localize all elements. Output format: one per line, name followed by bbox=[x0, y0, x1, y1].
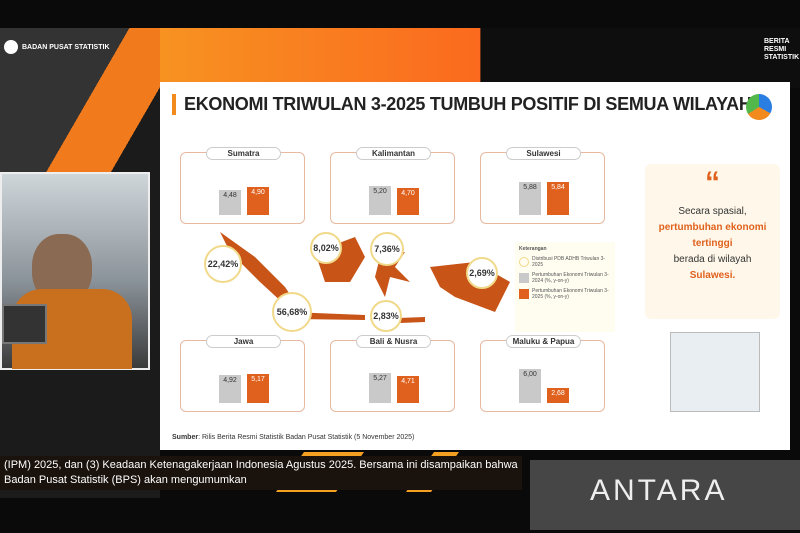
region-chart: Jawa 4,92 5,17 bbox=[180, 335, 305, 412]
region-label: Sulawesi bbox=[506, 147, 581, 160]
bar-2024: 4,48 bbox=[219, 189, 241, 215]
bar-2025: 5,17 bbox=[247, 373, 269, 403]
bar-2025: 4,90 bbox=[247, 187, 269, 215]
bar-2024: 5,88 bbox=[519, 181, 541, 215]
quote-card: “ Secara spasial, pertumbuhan ekonomi ter… bbox=[645, 164, 780, 319]
region-chart: Sumatra 4,48 4,90 bbox=[180, 147, 305, 224]
slide: EKONOMI TRIWULAN 3-2025 TUMBUH POSITIF D… bbox=[160, 82, 790, 450]
distribution-circle: 8,02% bbox=[310, 232, 342, 264]
legend: Keterangan Distribusi PDB ADHB Triwulan … bbox=[515, 242, 615, 332]
region-label: Kalimantan bbox=[356, 147, 431, 160]
region-chart: Sulawesi 5,88 5,84 bbox=[480, 147, 605, 224]
distribution-circle: 22,42% bbox=[204, 245, 242, 283]
bar-2025: 4,71 bbox=[397, 376, 419, 403]
speaker-video bbox=[0, 172, 150, 370]
news-ticker: (IPM) 2025, dan (3) Keadaan Ketenagakerj… bbox=[0, 456, 522, 490]
bar-2024: 4,92 bbox=[219, 375, 241, 403]
bps-logo-icon bbox=[746, 94, 772, 120]
legend-item: Pertumbuhan Ekonomi Triwulan 3-2024 (%, … bbox=[519, 272, 611, 284]
bar-2024: 5,20 bbox=[369, 185, 391, 215]
slide-title: EKONOMI TRIWULAN 3-2025 TUMBUH POSITIF D… bbox=[172, 94, 752, 115]
legend-item: Distribusi PDB ADHB Triwulan 3-2025 bbox=[519, 256, 611, 268]
region-label: Maluku & Papua bbox=[506, 335, 581, 348]
bar-2025: 4,70 bbox=[397, 188, 419, 215]
bar-2025: 2,68 bbox=[547, 387, 569, 403]
source-note: Sumber: Rilis Berita Resmi Statistik Bad… bbox=[172, 434, 415, 441]
distribution-circle: 2,83% bbox=[370, 300, 402, 332]
bar-2024: 5,27 bbox=[369, 373, 391, 403]
quote-icon: “ bbox=[705, 166, 720, 199]
region-label: Sumatra bbox=[206, 147, 281, 160]
region-chart: Maluku & Papua 6,00 2,68 bbox=[480, 335, 605, 412]
distribution-circle: 56,68% bbox=[272, 292, 312, 332]
region-label: Jawa bbox=[206, 335, 281, 348]
bps-logo: BADAN PUSAT STATISTIK bbox=[4, 40, 110, 54]
legend-title: Keterangan bbox=[519, 246, 547, 252]
legend-item: Pertumbuhan Ekonomi Triwulan 3-2025 (%, … bbox=[519, 288, 611, 300]
bar-2024: 6,00 bbox=[519, 369, 541, 403]
bar-2025: 5,84 bbox=[547, 181, 569, 215]
distribution-circle: 7,36% bbox=[370, 232, 404, 266]
region-chart: Kalimantan 5,20 4,70 bbox=[330, 147, 455, 224]
brs-logo: BERITA RESMI STATISTIK bbox=[764, 38, 800, 61]
region-label: Bali & Nusra bbox=[356, 335, 431, 348]
distribution-circle: 2,69% bbox=[466, 257, 498, 289]
map-illustration bbox=[670, 332, 760, 412]
region-chart: Bali & Nusra 5,27 4,71 bbox=[330, 335, 455, 412]
antara-watermark: ANTARA bbox=[530, 460, 800, 530]
